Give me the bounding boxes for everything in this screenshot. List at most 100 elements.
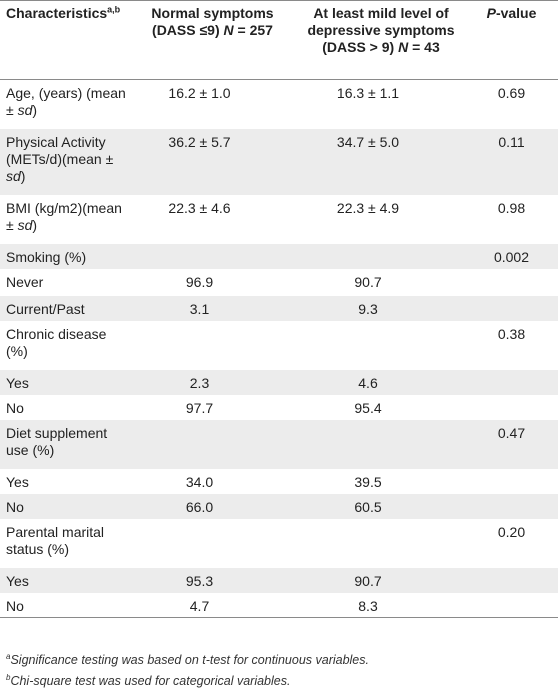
row-label-end: )	[32, 216, 38, 233]
mild-value: 34.7 ± 5.0	[297, 128, 465, 195]
normal-value: 2.3	[128, 369, 297, 395]
normal-value	[128, 321, 297, 370]
p-value	[465, 567, 558, 593]
p-value	[465, 493, 558, 519]
p-value	[465, 369, 558, 395]
footnote-b: bChi-square test was used for categorica…	[6, 673, 552, 690]
normal-value: 22.3 ± 4.6	[168, 199, 231, 216]
row-label-end: )	[32, 102, 38, 118]
row-label-text: Diet supplement use (%)	[6, 424, 108, 458]
row-label: Chronic disease (%)	[0, 321, 128, 370]
header-mild-line3b: = 43	[408, 39, 440, 55]
p-value	[465, 269, 558, 296]
header-characteristics-text: Characteristics	[6, 5, 108, 21]
row-label: Age, (years) (mean ± sd)	[0, 80, 128, 129]
header-characteristics-sup: a,b	[107, 4, 121, 15]
header-normal-n: N	[223, 22, 234, 38]
table-row: No 97.7 95.4	[0, 395, 558, 420]
footnote-a-sup: a	[6, 651, 11, 661]
footnote-b-text: Chi-square test was used for categorical…	[10, 674, 291, 688]
row-label: No	[0, 395, 128, 420]
header-mild-symptoms: At least mild level of depressive symptom…	[297, 0, 465, 80]
row-label-text: BMI (kg/m2)(mean ±	[6, 199, 122, 233]
mild-value: 60.5	[297, 493, 465, 519]
header-p-italic: P	[486, 5, 496, 21]
table-row: Chronic disease (%) 0.38	[0, 321, 558, 370]
footnote-a-text: Significance testing was based on t-test…	[10, 653, 369, 667]
p-value	[465, 469, 558, 494]
row-label: Never	[0, 269, 128, 296]
row-label: No	[0, 592, 128, 618]
row-label-text: Physical Activity (METs/d)(mean ±	[6, 133, 114, 167]
p-value: 0.38	[497, 325, 526, 342]
row-label-text: Yes	[6, 374, 29, 391]
header-characteristics: Characteristicsa,b	[0, 0, 128, 80]
p-value: 0.002	[465, 243, 558, 269]
p-value: 0.69	[497, 85, 526, 101]
row-label: Yes	[0, 469, 128, 494]
p-value: 0.20	[497, 523, 526, 540]
normal-value: 16.2 ± 1.0	[168, 85, 231, 101]
normal-value	[128, 419, 297, 469]
row-label: Parental marital status (%)	[0, 519, 128, 568]
normal-value: 34.0	[185, 473, 214, 490]
table-body: Age, (years) (mean ± sd) 16.2 ± 1.0 16.3 ±…	[0, 80, 558, 618]
row-label-italic: sd	[6, 167, 21, 184]
table-row: Yes 2.3 4.6	[0, 369, 558, 395]
header-p-value: P-value	[465, 0, 558, 80]
header-p-rest: -value	[495, 5, 537, 21]
table-row: No 66.0 60.5	[0, 493, 558, 519]
p-value	[465, 592, 558, 618]
row-label: Smoking (%)	[0, 243, 128, 269]
characteristics-table: Characteristicsa,b Normal symptoms (DASS …	[0, 0, 558, 618]
footnote-a: aSignificance testing was based on t-tes…	[6, 652, 552, 669]
normal-value: 97.7	[185, 399, 214, 416]
row-label-text: Smoking (%)	[6, 248, 87, 265]
p-value	[465, 295, 558, 321]
mild-value: 4.6	[297, 369, 465, 395]
table-row: Yes 34.0 39.5	[0, 469, 558, 494]
normal-value: 3.1	[128, 295, 297, 321]
header-normal-line2a: (DASS ≤9)	[152, 22, 224, 38]
normal-value: 36.2 ± 5.7	[128, 128, 297, 195]
row-label-text: Yes	[6, 473, 29, 490]
footnote-b-sup: b	[6, 672, 11, 682]
row-label: BMI (kg/m2)(mean ± sd)	[0, 195, 128, 244]
header-mild-n: N	[398, 39, 409, 55]
row-label-text: No	[6, 597, 24, 614]
table-row: Physical Activity (METs/d)(mean ± sd) 36.…	[0, 128, 558, 195]
table-row: Parental marital status (%) 0.20	[0, 519, 558, 568]
mild-value: 9.3	[297, 295, 465, 321]
mild-value	[297, 243, 465, 269]
row-label-italic: sd	[17, 216, 33, 233]
mild-value	[297, 519, 465, 568]
row-label: Yes	[0, 567, 128, 593]
header-normal-line1: Normal symptoms	[151, 5, 274, 21]
row-label: Physical Activity (METs/d)(mean ± sd)	[0, 128, 128, 195]
mild-value: 16.3 ± 1.1	[336, 85, 400, 101]
header-mild-line3a: (DASS > 9)	[322, 39, 399, 55]
row-label-text: Chronic disease (%)	[6, 325, 107, 359]
row-label-text: Yes	[6, 572, 29, 589]
mild-value: 95.4	[354, 399, 382, 416]
row-label-italic: sd	[17, 102, 33, 118]
mild-value	[297, 419, 465, 469]
row-label: No	[0, 493, 128, 519]
mild-value: 90.7	[354, 273, 382, 290]
mild-value: 8.3	[297, 592, 465, 618]
row-label: Yes	[0, 369, 128, 395]
row-label-text: Current/Past	[6, 300, 85, 317]
normal-value	[128, 243, 297, 269]
table-row: Never 96.9 90.7	[0, 269, 558, 296]
mild-value: 22.3 ± 4.9	[336, 199, 400, 216]
table-row: Current/Past 3.1 9.3	[0, 295, 558, 321]
normal-value: 96.9	[185, 273, 214, 290]
normal-value	[128, 519, 297, 568]
row-label: Current/Past	[0, 295, 128, 321]
normal-value: 66.0	[128, 493, 297, 519]
row-label-end: )	[20, 167, 26, 184]
row-label: Diet supplement use (%)	[0, 419, 128, 469]
header-mild-line1: At least mild level of	[313, 5, 449, 21]
row-label-text: No	[6, 498, 24, 515]
